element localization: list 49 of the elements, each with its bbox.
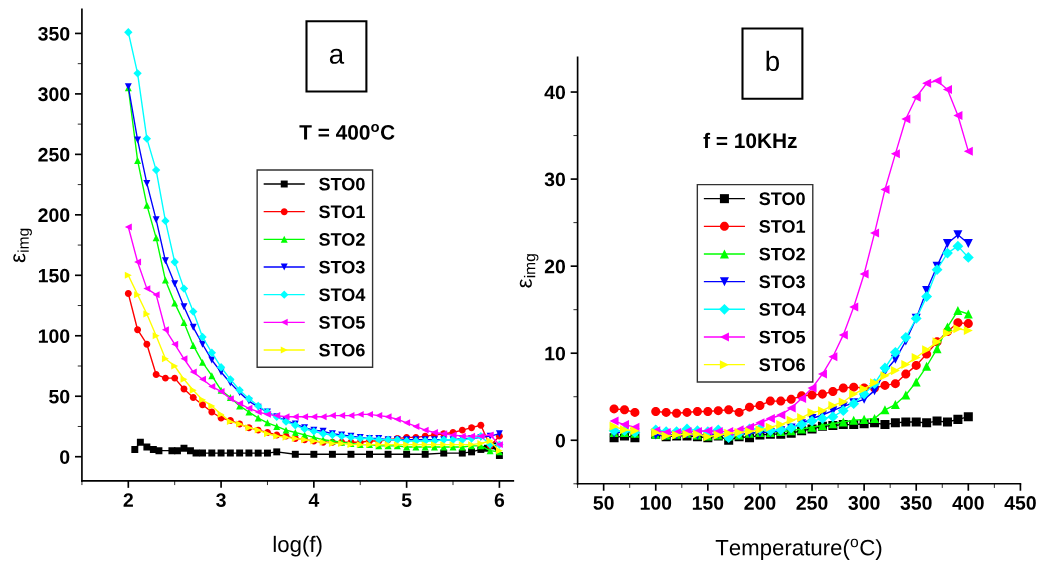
x-tick-label: 2: [123, 493, 133, 507]
legend-label: STO5: [319, 316, 365, 329]
legend-label: STO6: [759, 358, 805, 372]
legend-label: STO2: [759, 247, 805, 261]
y-tick-label: 30: [544, 172, 566, 187]
x-tick-label: 6: [494, 493, 505, 507]
x-tick-label: 4: [308, 493, 320, 507]
y-tick-label: 150: [38, 268, 70, 283]
y-tick-label: 10: [545, 346, 566, 361]
legend-label: STO1: [319, 205, 365, 219]
y-axis-title: ε$_{img}$: [519, 254, 539, 288]
y-tick-label: 100: [38, 329, 70, 344]
x-tick-label: 300: [848, 496, 880, 510]
y-tick-label: 50: [49, 389, 70, 404]
x-tick-label: 450: [1004, 496, 1036, 510]
x-axis-title: Temperature($^{o}$C): [715, 538, 882, 560]
y-tick-label: 250: [38, 147, 70, 162]
x-tick-label: 200: [744, 496, 776, 510]
legend-label: STO3: [319, 260, 365, 274]
legend-label: STO3: [759, 275, 805, 289]
annotation: f = 10KHz: [703, 132, 797, 149]
x-tick-label: 150: [692, 496, 724, 510]
x-axis-title: log(f): [273, 535, 322, 557]
y-axis-title: ε$_{img}$: [13, 228, 32, 263]
x-tick-label: 400: [952, 496, 984, 510]
annotation: a: [329, 48, 345, 64]
x-tick-label: 250: [796, 496, 828, 510]
y-tick-label: 350: [38, 26, 70, 41]
y-tick-label: 200: [38, 208, 70, 223]
y-tick-label: 0: [60, 450, 70, 464]
legend-label: STO4: [759, 303, 806, 316]
x-tick-label: 5: [401, 493, 412, 507]
legend-label: STO2: [319, 233, 365, 246]
legend-label: STO0: [759, 192, 805, 206]
x-tick-label: 3: [216, 493, 226, 508]
legend-label: STO1: [759, 220, 806, 233]
x-tick-label: 50: [593, 496, 614, 510]
x-tick-label: 350: [900, 496, 932, 510]
x-tick-label: 100: [640, 496, 672, 510]
annotation: b: [766, 50, 779, 72]
y-tick-label: 20: [544, 259, 566, 274]
annotation: T = 400$^{o}$C: [299, 124, 395, 140]
y-tick-label: 300: [38, 87, 70, 102]
legend-label: STO4: [319, 288, 366, 302]
legend-label: STO5: [759, 330, 806, 344]
legend-label: STO0: [319, 177, 365, 191]
y-tick-label: 0: [555, 433, 566, 448]
y-tick-label: 40: [544, 85, 566, 100]
legend-label: STO6: [319, 343, 365, 357]
